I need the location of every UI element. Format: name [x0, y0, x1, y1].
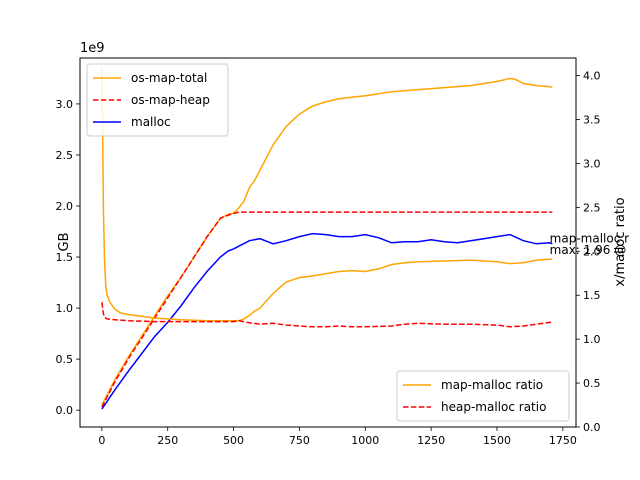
x-tick-label: 1250	[417, 434, 445, 447]
annotation-label: max: 1.96 @	[550, 243, 627, 257]
left-y-tick-label: 0.0	[56, 404, 74, 417]
x-tick-label: 1000	[351, 434, 379, 447]
legend-label-map-malloc-ratio: map-malloc ratio	[441, 378, 543, 392]
legend-label-os-map-heap: os-map-heap	[131, 93, 210, 107]
right-y-tick-label: 2.0	[583, 245, 601, 258]
series-line-map-malloc-ratio	[101, 66, 553, 322]
right-y-tick-label: 3.5	[583, 114, 601, 127]
right-y-axis: 0.0 0.5 1.0 1.5 2.0 2.5 3.0 3.5 4.0	[576, 70, 601, 434]
series-line-malloc	[101, 232, 553, 410]
x-tick-label: 250	[157, 434, 178, 447]
x-tick-label: 0	[98, 434, 105, 447]
x-tick-label: 1500	[483, 434, 511, 447]
x-tick-label: 500	[223, 434, 244, 447]
right-y-tick-label: 2.5	[583, 201, 601, 214]
annotation-label: map-malloc r	[550, 232, 629, 246]
left-y-tick-label: 2.5	[56, 149, 74, 162]
left-y-tick-label: 1.0	[56, 302, 74, 315]
legend-label-heap-malloc-ratio: heap-malloc ratio	[441, 400, 546, 414]
x-tick-label: 1750	[549, 434, 577, 447]
series-line-os-map-total	[101, 77, 553, 406]
legend-label-malloc: malloc	[131, 115, 171, 129]
left-y-tick-label: 3.0	[56, 98, 74, 111]
x-axis: 0 250 500 750 1000 1250 1500 1750	[98, 427, 577, 447]
plot-frame	[79, 57, 577, 428]
right-axis-label: x/malloc ratio	[613, 197, 628, 286]
right-y-tick-label: 4.0	[583, 70, 601, 83]
right-y-tick-label: 0.0	[583, 421, 601, 434]
left-axis-offset-text: 1e9	[80, 41, 105, 56]
left-y-axis: 0.0 0.5 1.0 1.5 2.0 2.5 3.0	[56, 98, 80, 417]
left-axis-label: GB	[57, 233, 72, 252]
left-y-tick-label: 2.0	[56, 200, 74, 213]
x-tick-label: 750	[289, 434, 310, 447]
left-y-tick-label: 1.5	[56, 251, 74, 264]
legend-upper: os-map-total os-map-heap malloc	[86, 63, 229, 137]
right-y-tick-label: 1.5	[583, 289, 601, 302]
plot-lines	[101, 66, 553, 410]
right-y-tick-label: 3.0	[583, 157, 601, 170]
series-line-os-map-heap	[101, 211, 553, 408]
legend-box	[86, 63, 229, 137]
legend-lower: map-malloc ratio heap-malloc ratio	[396, 370, 570, 422]
series-line-heap-malloc-ratio	[101, 302, 553, 328]
left-y-tick-label: 0.5	[56, 353, 74, 366]
legend-box	[396, 370, 570, 422]
right-y-tick-label: 1.0	[583, 333, 601, 346]
right-y-tick-label: 0.5	[583, 377, 601, 390]
legend-label-os-map-total: os-map-total	[131, 71, 207, 85]
